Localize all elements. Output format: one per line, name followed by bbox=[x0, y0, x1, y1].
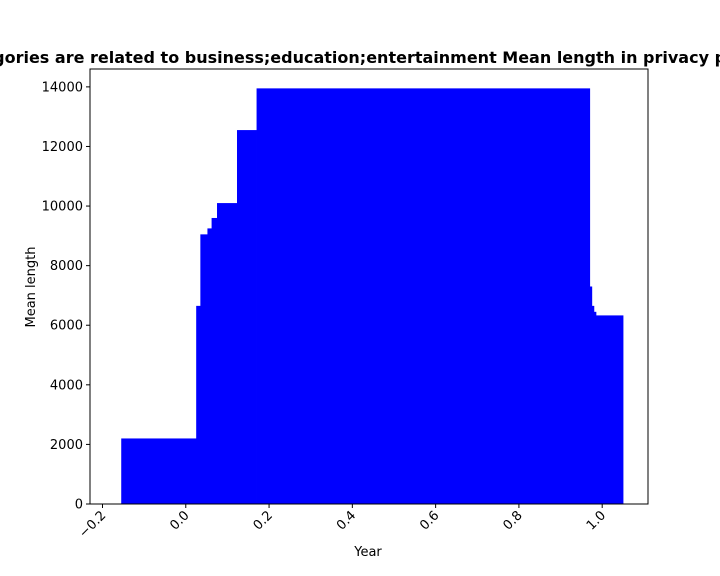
y-tick-label: 10000 bbox=[42, 200, 83, 215]
y-tick-label: 14000 bbox=[42, 80, 83, 95]
y-tick-label: 4000 bbox=[50, 378, 83, 393]
x-tick-label: 0.8 bbox=[501, 508, 526, 533]
y-axis-label: Mean length bbox=[24, 247, 39, 328]
y-tick-label: 8000 bbox=[50, 259, 83, 274]
x-tick-label: 1.0 bbox=[584, 508, 609, 533]
bar-4 bbox=[211, 217, 218, 504]
bar-2 bbox=[200, 234, 208, 504]
x-axis-ticks: −0.2 0.0 0.2 0.4 0.6 0.8 1.0 bbox=[76, 504, 609, 541]
bar-10 bbox=[593, 311, 597, 504]
bar-0 bbox=[121, 438, 197, 504]
bar-9 bbox=[591, 305, 595, 504]
bar-8 bbox=[589, 286, 593, 504]
bar-5 bbox=[217, 203, 238, 504]
y-tick-label: 6000 bbox=[50, 319, 83, 334]
plot-frame bbox=[89, 68, 649, 505]
x-tick-label: 0.2 bbox=[251, 508, 276, 533]
y-axis-ticks: 0 2000 4000 6000 8000 10000 12000 14000 bbox=[42, 80, 90, 513]
bar-7 bbox=[256, 88, 591, 504]
bars-layer bbox=[121, 88, 624, 504]
chart-title: Categories are related to business;educa… bbox=[0, 48, 720, 67]
bar-11 bbox=[595, 315, 624, 504]
x-tick-label: −0.2 bbox=[76, 508, 109, 541]
y-tick-label: 0 bbox=[75, 498, 83, 513]
bar-6 bbox=[236, 130, 257, 504]
x-tick-label: 0.0 bbox=[167, 508, 192, 533]
bar-1 bbox=[196, 305, 201, 504]
bar-3 bbox=[207, 228, 212, 504]
y-tick-label: 12000 bbox=[42, 140, 83, 155]
x-axis-label: Year bbox=[353, 545, 382, 560]
x-tick-label: 0.4 bbox=[334, 508, 359, 533]
y-tick-label: 2000 bbox=[50, 438, 83, 453]
x-tick-label: 0.6 bbox=[417, 508, 442, 533]
